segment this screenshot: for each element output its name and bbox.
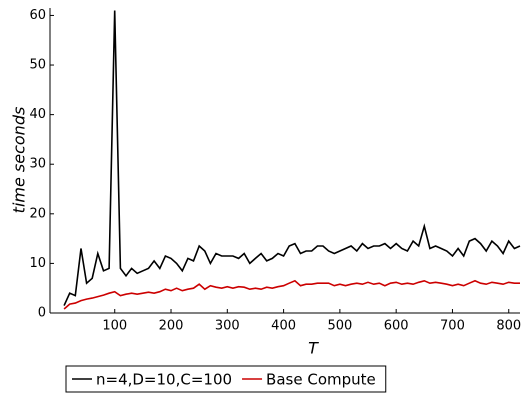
legend-label: n=4,D=10,C=100: [96, 371, 232, 389]
x-tick-label: 500: [327, 319, 352, 334]
x-tick-label: 300: [215, 319, 240, 334]
y-axis-label: time seconds: [10, 107, 29, 214]
legend-label: Base Compute: [266, 371, 376, 389]
x-tick-label: 700: [440, 319, 465, 334]
y-tick-label: 0: [38, 306, 46, 321]
series-line: [63, 279, 520, 310]
y-tick-label: 40: [29, 107, 46, 122]
y-tick-label: 20: [29, 206, 46, 221]
x-tick-label: 100: [102, 319, 127, 334]
x-axis-label: T: [308, 339, 319, 358]
x-tick-label: 800: [496, 319, 521, 334]
y-tick-label: 60: [29, 8, 46, 23]
x-tick-label: 200: [159, 319, 184, 334]
y-tick-label: 50: [29, 58, 46, 73]
legend-box: [65, 365, 387, 393]
y-tick-label: 10: [29, 256, 46, 271]
series-line: [63, 10, 521, 306]
x-tick-label: 600: [384, 319, 409, 334]
y-tick-label: 30: [29, 157, 46, 172]
x-tick-label: 400: [271, 319, 296, 334]
